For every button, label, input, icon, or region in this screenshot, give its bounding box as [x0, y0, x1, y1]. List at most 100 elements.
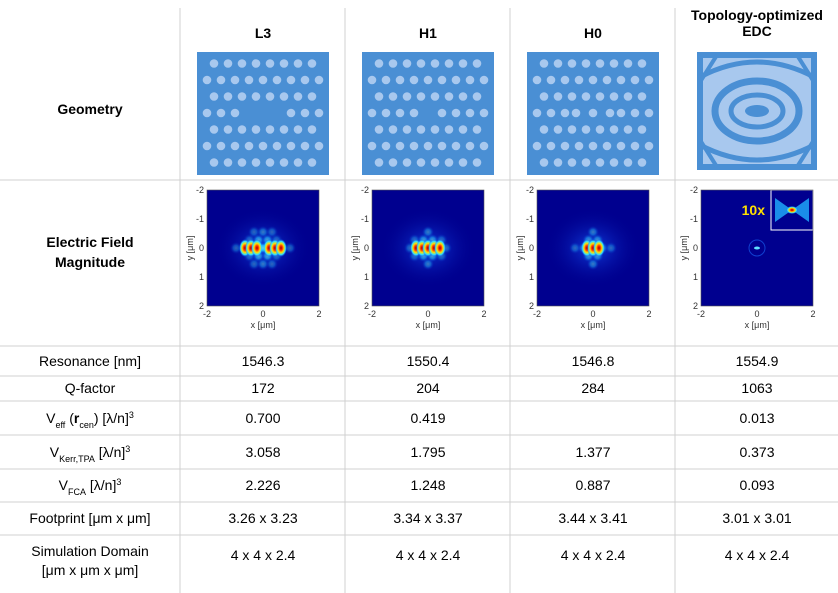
cell-value: 0.093 — [739, 477, 774, 493]
x-tick-label: -2 — [533, 309, 541, 319]
plot-frame — [536, 189, 650, 307]
y-tick-label: -1 — [690, 214, 698, 224]
air-hole — [286, 141, 296, 151]
air-hole — [479, 108, 489, 118]
air-hole — [395, 75, 405, 85]
air-hole — [588, 141, 598, 151]
air-hole — [479, 141, 489, 151]
cell-value: 1550.4 — [407, 353, 450, 369]
field-spot — [284, 242, 296, 254]
air-hole — [444, 92, 454, 101]
row-label: Geometry — [57, 101, 123, 117]
air-hole — [581, 92, 591, 101]
air-hole — [595, 92, 605, 101]
air-hole — [539, 92, 549, 101]
y-axis-label: y [μm] — [350, 236, 360, 261]
air-hole — [286, 108, 296, 118]
geometry-image — [697, 52, 817, 170]
air-hole — [293, 125, 303, 134]
air-hole — [265, 92, 275, 101]
field-spot — [422, 258, 434, 270]
air-hole — [644, 141, 654, 151]
design-ring — [728, 92, 786, 130]
y-tick-label: 1 — [199, 272, 204, 282]
air-hole — [539, 158, 549, 167]
air-hole — [202, 141, 212, 151]
cell-value: 4 x 4 x 2.4 — [231, 547, 296, 563]
column-header: H0 — [584, 25, 602, 41]
air-hole — [367, 75, 377, 85]
y-tick-label: 0 — [693, 243, 698, 253]
y-tick-label: 2 — [199, 301, 204, 311]
air-hole — [546, 141, 556, 151]
air-hole — [567, 125, 577, 134]
air-hole — [265, 158, 275, 167]
air-hole — [553, 59, 563, 68]
air-hole — [423, 141, 433, 151]
air-hole — [637, 59, 647, 68]
x-tick-label: 2 — [810, 309, 815, 319]
row-label: Resonance [nm] — [39, 353, 141, 369]
air-hole — [465, 141, 475, 151]
row-label: VFCA [λ/n]3 — [59, 477, 122, 497]
air-hole — [609, 125, 619, 134]
inset-hotspot — [786, 206, 798, 214]
air-hole — [430, 125, 440, 134]
y-tick-label: -1 — [361, 214, 369, 224]
air-hole — [623, 158, 633, 167]
air-hole — [430, 59, 440, 68]
y-tick-label: -2 — [361, 185, 369, 195]
air-hole — [616, 141, 626, 151]
air-hole — [595, 158, 605, 167]
y-axis-label: y [μm] — [679, 236, 689, 261]
air-hole — [395, 108, 405, 118]
cell-value: 284 — [581, 380, 605, 396]
air-hole — [581, 125, 591, 134]
air-hole — [605, 108, 615, 118]
air-hole — [637, 158, 647, 167]
air-hole — [402, 92, 412, 101]
air-hole — [300, 108, 310, 118]
air-hole — [307, 92, 317, 101]
label-part: V — [50, 444, 60, 460]
air-hole — [237, 59, 247, 68]
plot-frame — [371, 189, 485, 307]
air-hole — [244, 141, 254, 151]
air-hole — [479, 75, 489, 85]
air-hole — [416, 125, 426, 134]
x-tick-label: 2 — [316, 309, 321, 319]
air-hole — [472, 59, 482, 68]
cell-value: 4 x 4 x 2.4 — [396, 547, 461, 563]
air-hole — [416, 92, 426, 101]
air-hole — [388, 92, 398, 101]
y-tick-label: -2 — [196, 185, 204, 195]
cell-value: 204 — [416, 380, 440, 396]
inset-label: 10x — [742, 202, 766, 218]
air-hole — [223, 92, 233, 101]
air-hole — [293, 158, 303, 167]
x-axis-label: x [μm] — [251, 320, 276, 330]
air-hole — [202, 108, 212, 118]
air-hole — [444, 59, 454, 68]
cell-value: 1554.9 — [736, 353, 779, 369]
air-hole — [216, 141, 226, 151]
air-hole — [209, 59, 219, 68]
air-hole — [644, 75, 654, 85]
air-hole — [314, 141, 324, 151]
air-hole — [237, 92, 247, 101]
air-hole — [458, 59, 468, 68]
air-hole — [251, 158, 261, 167]
air-hole — [272, 141, 282, 151]
air-hole — [609, 158, 619, 167]
air-hole — [279, 125, 289, 134]
air-hole — [237, 158, 247, 167]
label-part: V — [59, 477, 69, 493]
plot-frame — [700, 189, 814, 307]
cell-value: 1063 — [741, 380, 772, 396]
y-tick-label: 2 — [693, 301, 698, 311]
y-tick-label: -1 — [196, 214, 204, 224]
air-hole — [458, 92, 468, 101]
column-header: EDC — [742, 23, 772, 39]
air-hole — [644, 108, 654, 118]
